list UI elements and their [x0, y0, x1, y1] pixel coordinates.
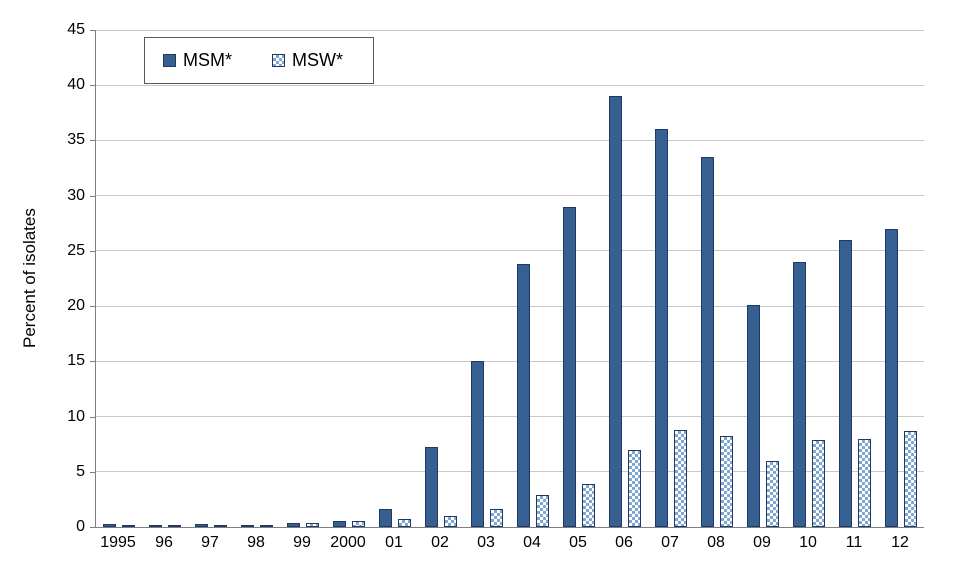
y-tick-mark	[90, 361, 96, 363]
bar-msm-07	[655, 129, 668, 527]
bar-msw-97	[214, 524, 227, 527]
x-tick-label: 98	[247, 534, 265, 551]
y-tick-label: 5	[76, 462, 85, 480]
bar-msm-04	[517, 264, 530, 527]
y-tick-label: 30	[67, 186, 85, 204]
msm-swatch-icon	[163, 54, 176, 67]
y-tick-label: 15	[67, 352, 85, 370]
gridline	[96, 305, 924, 307]
legend-label-msm: MSM*	[183, 50, 232, 70]
y-tick-mark	[90, 85, 96, 87]
gridline	[96, 139, 924, 141]
bar-msw-10	[812, 439, 825, 527]
legend-item-msm: MSM*	[163, 50, 232, 71]
bar-msm-11	[839, 239, 852, 527]
bar-msm-99	[287, 522, 300, 527]
bar-msw-1995	[122, 525, 135, 527]
gridline	[96, 416, 924, 418]
x-tick-label: 06	[615, 534, 633, 551]
y-tick-mark	[90, 527, 96, 528]
x-tick-label: 03	[477, 534, 495, 551]
bar-msw-05	[582, 483, 595, 527]
y-tick-mark	[90, 195, 96, 197]
gridline	[96, 84, 924, 86]
bar-msm-02	[425, 447, 438, 527]
x-tick-label: 97	[201, 534, 219, 551]
bar-msw-02	[444, 515, 457, 527]
gridline	[96, 250, 924, 252]
legend-label-msw: MSW*	[292, 50, 343, 70]
x-axis: 1995 96 97 98 99 2000 01 02 03 04 05 06 07 08 09 10 11 12	[95, 534, 923, 560]
bar-msw-04	[536, 494, 549, 527]
bar-msm-09	[747, 305, 760, 527]
bar-msw-2000	[352, 521, 365, 527]
y-tick-mark	[90, 140, 96, 142]
bar-msw-06	[628, 449, 641, 527]
y-tick-label: 10	[67, 407, 85, 425]
bar-msw-96	[168, 525, 181, 527]
bar-msw-99	[306, 522, 319, 527]
bar-msm-01	[379, 509, 392, 527]
bar-msm-08	[701, 157, 714, 527]
x-tick-label: 10	[799, 534, 817, 551]
y-tick-label: 20	[67, 297, 85, 315]
x-tick-label: 01	[385, 534, 403, 551]
bar-msm-96	[149, 525, 162, 527]
msw-swatch-icon	[272, 54, 285, 67]
y-tick-label: 0	[76, 518, 85, 535]
y-tick-mark	[90, 471, 96, 473]
y-tick-mark	[90, 416, 96, 418]
gridline	[96, 195, 924, 197]
bar-msw-09	[766, 460, 779, 527]
legend: MSM* MSW*	[144, 37, 374, 84]
x-tick-label: 12	[891, 534, 909, 551]
y-tick-label: 45	[67, 21, 85, 38]
gridline	[96, 471, 924, 473]
bar-msm-12	[885, 228, 898, 527]
gridline	[96, 360, 924, 362]
bar-msw-07	[674, 429, 687, 527]
bar-msm-98	[241, 524, 254, 527]
bar-msm-2000	[333, 521, 346, 527]
legend-item-msw: MSW*	[272, 50, 343, 71]
x-tick-label: 1995	[100, 534, 136, 551]
y-tick-mark	[90, 250, 96, 252]
bar-msw-12	[904, 430, 917, 527]
x-tick-label: 05	[569, 534, 587, 551]
x-tick-label: 96	[155, 534, 173, 551]
y-tick-label: 25	[67, 241, 85, 259]
bar-msm-1995	[103, 523, 116, 527]
bar-msw-98	[260, 525, 273, 527]
x-tick-label: 2000	[330, 534, 366, 551]
x-tick-label: 07	[661, 534, 679, 551]
x-tick-label: 02	[431, 534, 449, 551]
x-tick-label: 11	[845, 534, 863, 551]
x-tick-label: 08	[707, 534, 725, 551]
x-tick-label: 04	[523, 534, 541, 551]
bar-msm-97	[195, 523, 208, 527]
bar-msw-11	[858, 438, 871, 527]
y-axis: 0 5 10 15 20 25 30 35 40 45	[0, 21, 95, 535]
plot-area: MSM* MSW*	[90, 29, 924, 528]
gridline	[96, 29, 924, 31]
y-tick-mark	[90, 306, 96, 308]
y-tick-label: 35	[67, 131, 85, 149]
y-tick-label: 40	[67, 76, 85, 94]
x-tick-label: 09	[753, 534, 771, 551]
bar-msm-03	[471, 361, 484, 527]
y-tick-mark	[90, 30, 96, 31]
bar-msm-06	[609, 96, 622, 527]
bar-msw-08	[720, 436, 733, 527]
bar-msm-10	[793, 261, 806, 527]
x-tick-label: 99	[293, 534, 311, 551]
bar-msw-01	[398, 519, 411, 527]
bar-msm-05	[563, 206, 576, 527]
bar-msw-03	[490, 509, 503, 527]
